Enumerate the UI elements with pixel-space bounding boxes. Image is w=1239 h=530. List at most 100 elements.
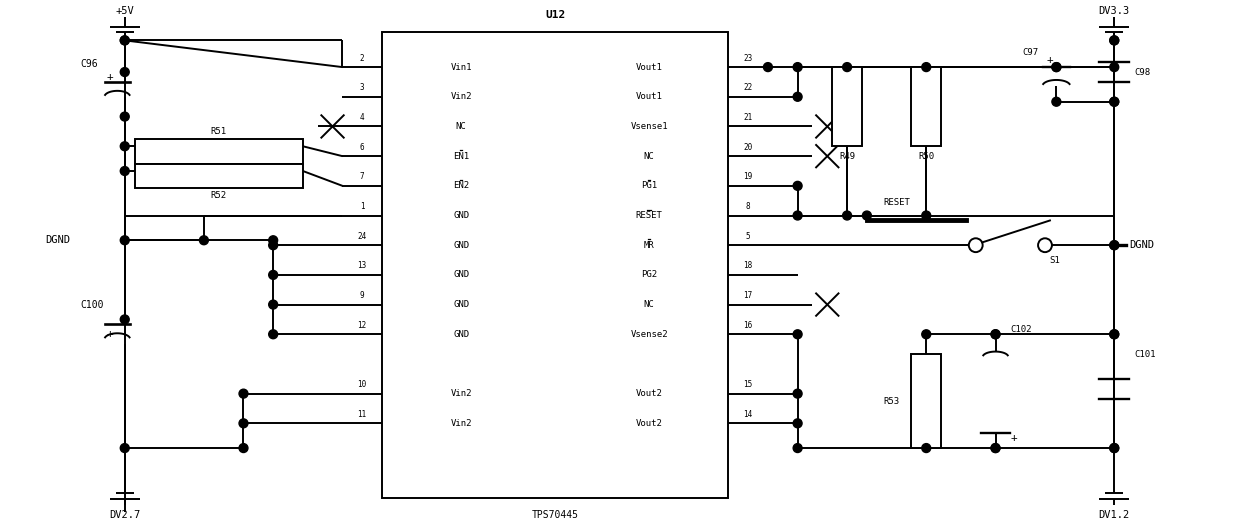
Text: DV2.7: DV2.7 <box>109 510 140 520</box>
Text: C100: C100 <box>81 299 104 310</box>
Text: 18: 18 <box>743 261 753 270</box>
Circle shape <box>991 444 1000 453</box>
Circle shape <box>120 142 129 151</box>
Circle shape <box>120 68 129 76</box>
Text: +5V: +5V <box>115 6 134 16</box>
Text: R50: R50 <box>918 152 934 161</box>
Text: S1: S1 <box>1049 255 1061 264</box>
Text: TPS70445: TPS70445 <box>532 510 579 520</box>
Text: 24: 24 <box>358 232 367 241</box>
Text: GND: GND <box>453 241 470 250</box>
Text: 21: 21 <box>743 113 753 122</box>
Text: C101: C101 <box>1134 350 1156 359</box>
Circle shape <box>922 211 930 220</box>
Circle shape <box>991 330 1000 339</box>
Bar <box>382 32 729 498</box>
Text: +: + <box>107 329 113 339</box>
Text: NC: NC <box>644 300 654 309</box>
Bar <box>135 164 302 188</box>
Text: PG2: PG2 <box>641 270 657 279</box>
Bar <box>912 67 942 146</box>
Text: 11: 11 <box>358 410 367 419</box>
Text: Vout1: Vout1 <box>636 92 663 101</box>
Circle shape <box>793 181 802 190</box>
Text: 22: 22 <box>743 83 753 92</box>
Circle shape <box>120 36 129 45</box>
Text: 20: 20 <box>743 143 753 152</box>
Text: U12: U12 <box>545 10 565 20</box>
Circle shape <box>1038 238 1052 252</box>
Text: DV1.2: DV1.2 <box>1099 510 1130 520</box>
Circle shape <box>239 389 248 398</box>
Text: 19: 19 <box>743 172 753 181</box>
Circle shape <box>922 63 930 72</box>
Circle shape <box>120 112 129 121</box>
Circle shape <box>793 92 802 101</box>
Text: 12: 12 <box>358 321 367 330</box>
Text: GND: GND <box>453 300 470 309</box>
Text: +: + <box>1047 55 1053 65</box>
Text: 7: 7 <box>359 172 364 181</box>
Circle shape <box>1052 98 1061 106</box>
Text: R51: R51 <box>211 127 227 136</box>
Text: Vin2: Vin2 <box>451 92 472 101</box>
Circle shape <box>843 63 851 72</box>
Circle shape <box>793 211 802 220</box>
Circle shape <box>793 419 802 428</box>
Circle shape <box>269 241 278 250</box>
Text: 23: 23 <box>743 54 753 63</box>
Circle shape <box>793 63 802 72</box>
Text: Vsense2: Vsense2 <box>631 330 668 339</box>
Circle shape <box>1110 444 1119 453</box>
Text: C96: C96 <box>81 59 98 69</box>
Circle shape <box>120 36 129 45</box>
Text: 15: 15 <box>743 380 753 389</box>
Text: 5: 5 <box>746 232 751 241</box>
Circle shape <box>120 444 129 453</box>
Circle shape <box>969 238 983 252</box>
Text: 10: 10 <box>358 380 367 389</box>
Text: GND: GND <box>453 270 470 279</box>
Text: DV3.3: DV3.3 <box>1099 6 1130 16</box>
Text: 4: 4 <box>359 113 364 122</box>
Circle shape <box>1110 98 1119 106</box>
Circle shape <box>269 270 278 279</box>
Circle shape <box>991 330 1000 339</box>
Text: R53: R53 <box>883 396 900 405</box>
Text: 9: 9 <box>359 291 364 300</box>
Text: Vin2: Vin2 <box>451 419 472 428</box>
Circle shape <box>843 211 851 220</box>
Circle shape <box>120 166 129 175</box>
Text: Vout1: Vout1 <box>636 63 663 72</box>
Circle shape <box>239 419 248 428</box>
Text: DGND: DGND <box>1129 240 1154 250</box>
Circle shape <box>239 444 248 453</box>
Circle shape <box>1110 444 1119 453</box>
Text: Vout2: Vout2 <box>636 389 663 398</box>
Circle shape <box>269 330 278 339</box>
Bar <box>912 354 942 448</box>
Text: NC: NC <box>644 152 654 161</box>
Text: 13: 13 <box>358 261 367 270</box>
Circle shape <box>1110 98 1119 106</box>
Circle shape <box>120 315 129 324</box>
Text: NC: NC <box>456 122 467 131</box>
Circle shape <box>862 211 871 220</box>
Text: C98: C98 <box>1134 67 1150 76</box>
Circle shape <box>922 444 930 453</box>
Bar <box>135 139 302 164</box>
Circle shape <box>1110 241 1119 250</box>
Text: R52: R52 <box>211 191 227 200</box>
Text: EN2: EN2 <box>453 181 470 190</box>
Circle shape <box>269 236 278 245</box>
Bar <box>833 67 862 146</box>
Circle shape <box>120 236 129 245</box>
Text: Vin2: Vin2 <box>451 389 472 398</box>
Text: R49: R49 <box>839 152 855 161</box>
Text: PG1: PG1 <box>641 181 657 190</box>
Text: GND: GND <box>453 330 470 339</box>
Text: 17: 17 <box>743 291 753 300</box>
Text: +: + <box>107 72 113 82</box>
Circle shape <box>199 236 208 245</box>
Text: 6: 6 <box>359 143 364 152</box>
